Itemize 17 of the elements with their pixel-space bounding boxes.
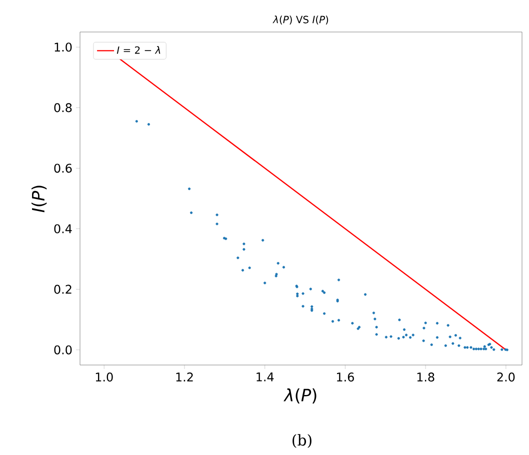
x-tick-label: 1.8 (417, 372, 434, 382)
y-tick-label: 0.0 (54, 345, 72, 354)
x-tick-label: 1.4 (256, 372, 274, 382)
chart-title: λ(P) VS I(P) (272, 16, 328, 24)
y-tick-label: 1.0 (54, 42, 72, 52)
y-tick-label: 0.6 (54, 164, 72, 173)
y-axis-title: I(P) (32, 186, 47, 212)
x-tick-label: 1.6 (337, 372, 354, 382)
text: (b) (292, 434, 312, 448)
x-axis-title: λ(P) (284, 388, 316, 404)
x-tick-label: 1.0 (96, 372, 113, 382)
y-tick-label: 0.2 (54, 284, 72, 294)
x-tick-label: 2.0 (497, 372, 515, 382)
x-tick-label: 1.2 (176, 372, 193, 382)
y-tick-label: 0.8 (54, 103, 72, 112)
y-tick-label: 0.4 (54, 224, 72, 234)
legend-label: I = 2 − λ (116, 46, 160, 54)
